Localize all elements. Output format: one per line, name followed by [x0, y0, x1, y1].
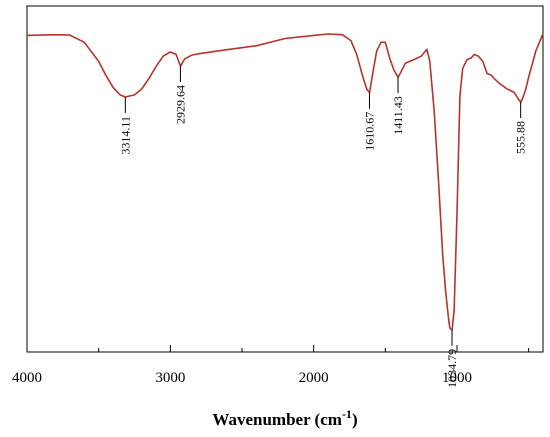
- peak-label: 1034.79: [445, 349, 459, 388]
- peak-label: 555.88: [514, 121, 528, 154]
- peak-labels: 3314.11 2929.64 1610.67 1411.43 1034.79 555.8…: [118, 85, 527, 388]
- x-tick-label: 3000: [155, 370, 185, 386]
- x-tick-label: 4000: [12, 370, 42, 386]
- x-axis-title-close: ): [352, 410, 358, 429]
- x-tick-label: 2000: [299, 370, 329, 386]
- series-line-spectrum: [26, 33, 544, 331]
- x-axis-title-superscript: -1: [342, 407, 352, 421]
- peak-label: 1610.67: [362, 112, 376, 151]
- x-axis-tick-labels: 4000 3000 2000 1000: [12, 370, 472, 386]
- x-tick-label: 1000: [442, 370, 472, 386]
- peak-label: 1411.43: [391, 96, 405, 135]
- peak-label: 2929.64: [173, 85, 187, 124]
- peak-markers: [124, 65, 522, 346]
- x-axis-ticks: [26, 345, 530, 352]
- peak-label: 3314.11: [118, 116, 132, 155]
- plot-frame: [26, 5, 544, 353]
- x-axis-title-main: Wavenumber (cm: [212, 410, 342, 429]
- x-axis-title: Wavenumber (cm-1): [212, 407, 357, 429]
